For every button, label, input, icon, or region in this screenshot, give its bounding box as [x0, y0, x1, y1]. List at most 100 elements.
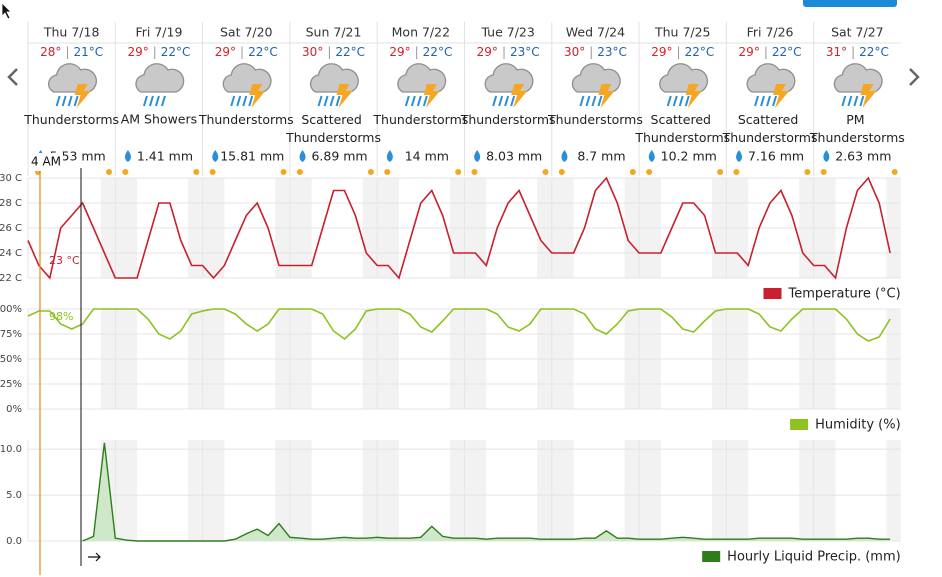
- low-temp: 22°C: [335, 45, 365, 59]
- sun-dot: [122, 169, 129, 175]
- high-temp: 28°: [40, 45, 61, 59]
- y-tick-label: 0.0: [6, 536, 22, 547]
- weather-icon: [48, 63, 97, 108]
- separator: |: [502, 45, 506, 59]
- condition: Scattered Thunderstorms: [634, 112, 730, 145]
- legend-swatch: [763, 288, 782, 299]
- rain: [335, 95, 341, 107]
- y-tick-label: 0%: [6, 404, 22, 415]
- y-tick-label: 26 C: [0, 223, 22, 234]
- legend-label: Temperature (°C): [787, 287, 900, 302]
- y-tick-label: 50%: [0, 354, 22, 365]
- rain: [230, 95, 236, 107]
- day-date: Fri 7/19: [135, 25, 182, 40]
- rain: [666, 95, 672, 107]
- drop-icon: [124, 150, 131, 162]
- weather-icon: [309, 63, 359, 108]
- cloud: [397, 63, 447, 93]
- drop-icon: [736, 150, 743, 162]
- y-tick-label: 10.0: [0, 444, 22, 455]
- drop-icon: [648, 150, 655, 162]
- low-temp: 22°C: [423, 45, 453, 59]
- separator: |: [589, 45, 593, 59]
- condition: Thunderstorms: [547, 112, 643, 127]
- prev-arrow[interactable]: [7, 68, 18, 86]
- condition-line: Thunderstorms: [809, 130, 905, 145]
- rain: [323, 95, 329, 107]
- next-arrow[interactable]: [909, 68, 920, 86]
- high-temp: 29°: [739, 45, 760, 59]
- low-temp: 22°C: [685, 45, 715, 59]
- rain: [672, 95, 678, 107]
- day-date: Tue 7/23: [480, 25, 534, 40]
- drop-icon: [823, 150, 830, 162]
- night-band: [275, 440, 312, 541]
- condition: Thunderstorms: [372, 112, 468, 127]
- low-temp: 22°C: [161, 45, 191, 59]
- cloud: [746, 63, 796, 93]
- rain: [498, 95, 504, 107]
- cloud: [659, 63, 709, 93]
- lightning: [74, 84, 91, 108]
- rain: [404, 95, 410, 107]
- day-date: Wed 7/24: [566, 25, 625, 40]
- condition: PM Thunderstorms: [809, 112, 905, 145]
- rain: [678, 95, 684, 107]
- cloud: [571, 63, 621, 93]
- sun-dot: [733, 169, 740, 175]
- y-tick-label: 24 C: [0, 248, 22, 259]
- sun-dot: [296, 169, 303, 175]
- hover-value: 23 °C: [49, 254, 80, 267]
- rain: [422, 95, 428, 107]
- separator: |: [153, 45, 157, 59]
- lightning: [249, 84, 266, 108]
- night-band: [449, 440, 487, 541]
- high-low: 30° | 22°C: [302, 45, 365, 59]
- rain: [597, 95, 603, 107]
- day-date: Thu 7/25: [654, 25, 711, 40]
- y-tick-label: 25%: [0, 379, 22, 390]
- cloud: [309, 63, 359, 93]
- condition: Scattered Thunderstorms: [722, 112, 818, 145]
- high-temp: 29°: [389, 45, 410, 59]
- cloud: [222, 63, 272, 93]
- high-temp: 30°: [302, 45, 323, 59]
- day-date: Sun 7/21: [306, 25, 362, 40]
- high-temp: 31°: [826, 45, 847, 59]
- rain: [416, 95, 422, 107]
- high-temp: 29°: [215, 45, 236, 59]
- low-temp: 23°C: [510, 45, 540, 59]
- condition-line: Thunderstorms: [460, 112, 556, 127]
- precip-total: 1.41 mm: [137, 149, 193, 164]
- sun-dot: [804, 169, 811, 175]
- top-button[interactable]: [803, 0, 897, 7]
- high-temp: 29°: [651, 45, 672, 59]
- weather-icon: [484, 63, 534, 108]
- lightning: [773, 84, 790, 108]
- low-temp: 22°C: [859, 45, 889, 59]
- sun-dot: [455, 169, 462, 175]
- lightning: [336, 84, 353, 108]
- lightning: [685, 84, 702, 108]
- rain: [61, 95, 67, 107]
- rain: [772, 95, 778, 107]
- rain: [766, 95, 772, 107]
- high-low: 30° | 23°C: [564, 45, 627, 59]
- precip-total: 7.16 mm: [748, 149, 804, 164]
- y-tick-label: 5.0: [6, 490, 22, 501]
- rain: [591, 95, 597, 107]
- rain: [841, 95, 847, 107]
- rain: [504, 95, 510, 107]
- condition-line: PM: [846, 112, 868, 127]
- rain: [73, 95, 79, 107]
- lightning: [511, 84, 528, 108]
- rain: [55, 95, 61, 107]
- legend-label: Hourly Liquid Precip. (mm): [727, 550, 901, 565]
- condition-line: Thunderstorms: [372, 112, 468, 127]
- y-tick-label: 28 C: [0, 198, 22, 209]
- hover-time-bg: [29, 153, 63, 171]
- background-layer: [27, 22, 901, 542]
- rain: [317, 95, 323, 107]
